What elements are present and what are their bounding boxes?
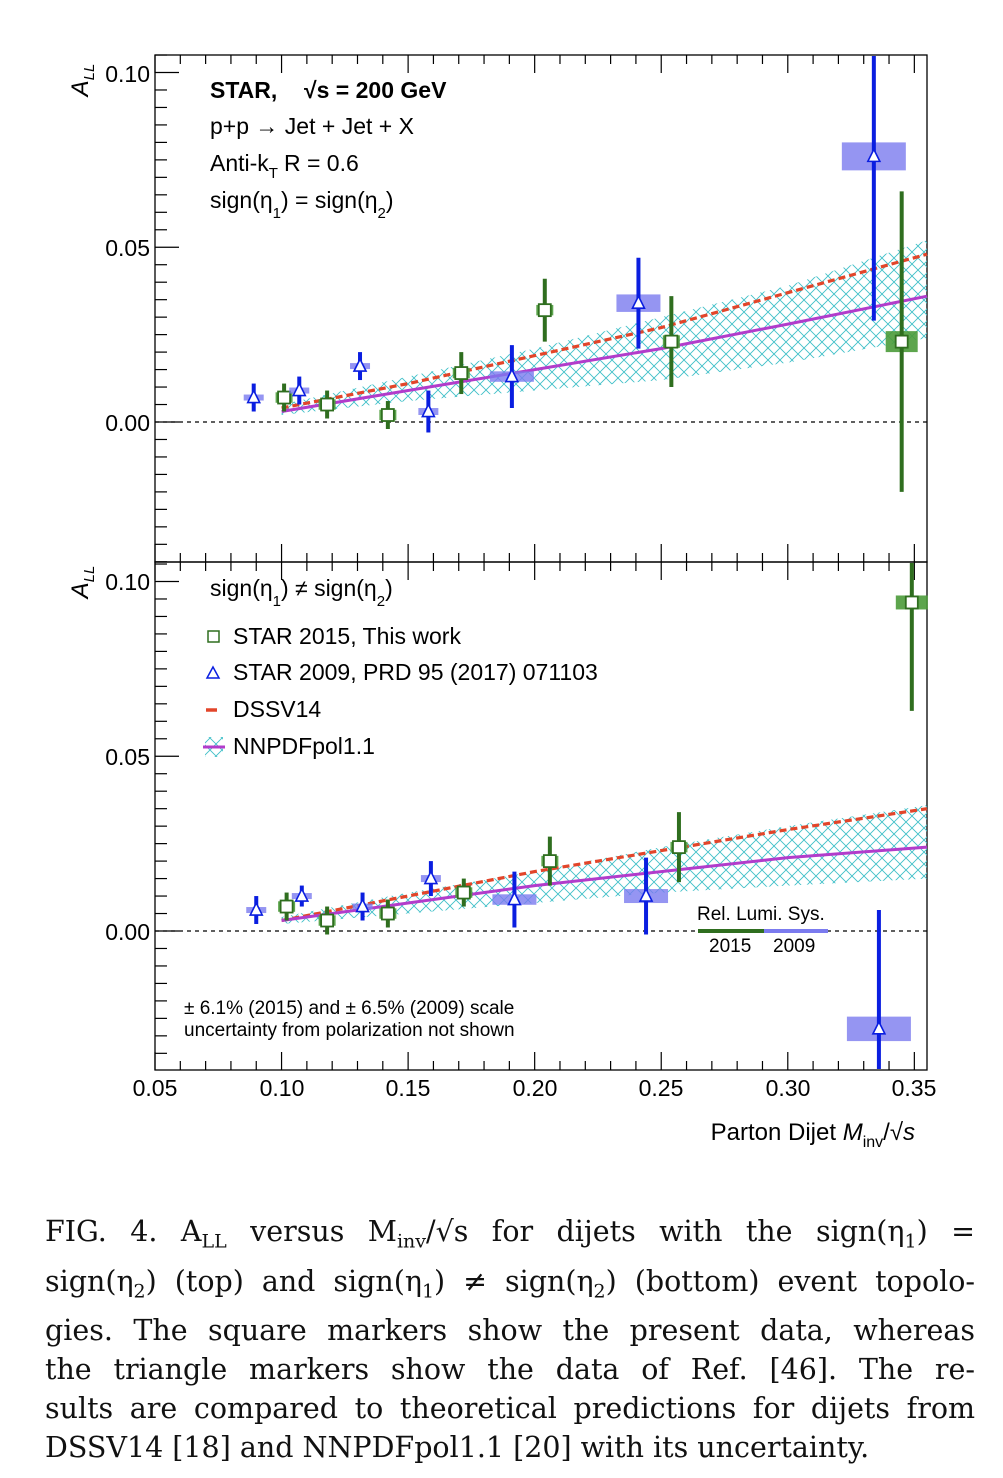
top-ylabel: ALL <box>67 64 98 99</box>
top-triangle-point <box>421 402 436 418</box>
figure-caption: FIG. 4. ALL versus Minv/√s for dijets wi… <box>45 1212 975 1467</box>
info-topology: sign(η1) = sign(η2) <box>210 187 394 222</box>
lumi-bars: Rel. Lumi. Sys. 2015 2009 <box>697 904 828 957</box>
top-square-point <box>664 334 679 349</box>
caption-line-2: sign(η2) (top) and sign(η1) ≠ sign(η2) (… <box>45 1264 976 1303</box>
top-ytick-label-2: 0.00 <box>105 410 150 436</box>
top-triangle-point <box>631 294 646 309</box>
lumi-label: Rel. Lumi. Sys. <box>697 904 825 925</box>
lumi-label-2015: 2015 <box>709 936 751 957</box>
bot-square-point <box>279 899 294 914</box>
bot-square-point <box>904 595 919 610</box>
top-panel: 0.10 0.05 0.00 ALL STAR, √s = 200 GeV p+… <box>67 54 928 563</box>
legend: sign(η1) ≠ sign(η2) STAR 2015, This work… <box>203 575 598 759</box>
xtick-label-5: 0.30 <box>766 1075 811 1101</box>
top-square-point <box>380 408 395 422</box>
caption-line-3: gies. The square markers show the presen… <box>45 1314 975 1348</box>
top-square-point <box>894 334 909 349</box>
top-ytick-label-1: 0.05 <box>105 235 150 261</box>
top-theory-layer <box>281 240 928 415</box>
bot-nnpdf-band <box>281 805 928 924</box>
bottom-ticks <box>154 562 915 1070</box>
legend-square-marker <box>207 630 220 643</box>
bottom-ytick-label-1: 0.05 <box>105 744 150 770</box>
legend-triangle-marker <box>205 665 221 679</box>
bot-square-point <box>380 906 395 921</box>
legend-entry-star2015: STAR 2015, This work <box>233 623 461 649</box>
bot-square-point <box>456 885 471 900</box>
top-triangle-point <box>246 388 262 404</box>
top-ytick-label-0: 0.10 <box>105 61 150 87</box>
bot-square-point <box>672 840 686 855</box>
top-dssv14-curve <box>281 252 928 410</box>
top-nnpdf-band <box>281 240 928 415</box>
bot-triangle-point <box>294 887 310 902</box>
xtick-label-2: 0.15 <box>386 1075 431 1101</box>
top-triangle-point <box>291 381 307 397</box>
top-square-point <box>454 366 469 380</box>
legend-entry-star2009: STAR 2009, PRD 95 (2017) 071103 <box>233 659 598 685</box>
info-algorithm: Anti-kT R = 0.6 <box>210 150 359 182</box>
legend-title: sign(η1) ≠ sign(η2) <box>210 575 393 610</box>
xtick-label-4: 0.25 <box>639 1075 684 1101</box>
xtick-labels: 0.05 0.10 0.15 0.20 0.25 0.30 0.35 <box>133 1075 937 1101</box>
bot-dssv14-curve <box>281 807 928 923</box>
legend-entry-dssv14: DSSV14 <box>233 696 321 722</box>
polarization-note: ± 6.1% (2015) and ± 6.5% (2009) scale un… <box>184 998 515 1041</box>
top-square-point <box>320 397 335 412</box>
bot-square-point <box>542 854 557 868</box>
caption-line-4: the triangle markers show the data of Re… <box>45 1353 975 1387</box>
bot-triangle-point <box>423 869 439 885</box>
top-square-point <box>277 390 291 405</box>
top-triangle-point <box>352 357 368 372</box>
x-axis-label: Parton Dijet Minv/√s <box>711 1119 915 1151</box>
bottom-theory-layer <box>281 805 928 924</box>
caption-line-5: sults are compared to theoretical predic… <box>45 1392 975 1426</box>
legend-entry-nnpdf: NNPDFpol1.1 <box>233 733 375 759</box>
top-ticks <box>154 54 915 563</box>
xtick-label-1: 0.10 <box>260 1075 305 1101</box>
bot-triangle-point <box>355 897 370 913</box>
top-data-layer <box>243 56 918 492</box>
info-energy: √s = 200 GeV <box>304 77 447 103</box>
bottom-ytick-label-2: 0.00 <box>105 919 150 945</box>
note-line-2: uncertainty from polarization not shown <box>184 1020 515 1041</box>
bot-triangle-point <box>507 890 522 906</box>
figure: 0.10 0.05 0.00 ALL STAR, √s = 200 GeV p+… <box>67 54 937 1151</box>
top-nnpdf-curve <box>281 294 928 413</box>
xtick-label-3: 0.20 <box>513 1075 558 1101</box>
bottom-ytick-label-0: 0.10 <box>105 569 150 595</box>
bottom-ylabel: ALL <box>67 566 98 601</box>
top-info-block: STAR, √s = 200 GeV p+p → Jet + Jet + X A… <box>210 77 447 222</box>
bot-triangle-point <box>638 887 654 902</box>
bottom-panel: Rel. Lumi. Sys. 2015 2009 0.10 0.05 0.00… <box>67 561 937 1151</box>
note-line-1: ± 6.1% (2015) and ± 6.5% (2009) scale <box>184 998 514 1019</box>
xtick-label-0: 0.05 <box>133 1075 178 1101</box>
caption-line-1: FIG. 4. ALL versus Minv/√s for dijets wi… <box>45 1215 976 1253</box>
top-triangle-point <box>866 147 882 163</box>
top-square-point <box>537 303 552 318</box>
lumi-label-2009: 2009 <box>773 936 815 957</box>
bot-triangle-point <box>871 1020 887 1035</box>
info-star: STAR, <box>210 77 277 103</box>
info-process: p+p → Jet + Jet + X <box>210 113 414 139</box>
legend-nnpdf-marker <box>203 737 225 757</box>
caption-line-6: DSSV14 [18] and NNPDFpol1.1 [20] with it… <box>45 1431 870 1465</box>
bottom-data-layer <box>246 563 928 1069</box>
top-triangle-point <box>504 367 520 383</box>
bot-square-point <box>320 913 335 928</box>
xtick-label-6: 0.35 <box>892 1075 937 1101</box>
bot-triangle-point <box>248 901 264 916</box>
